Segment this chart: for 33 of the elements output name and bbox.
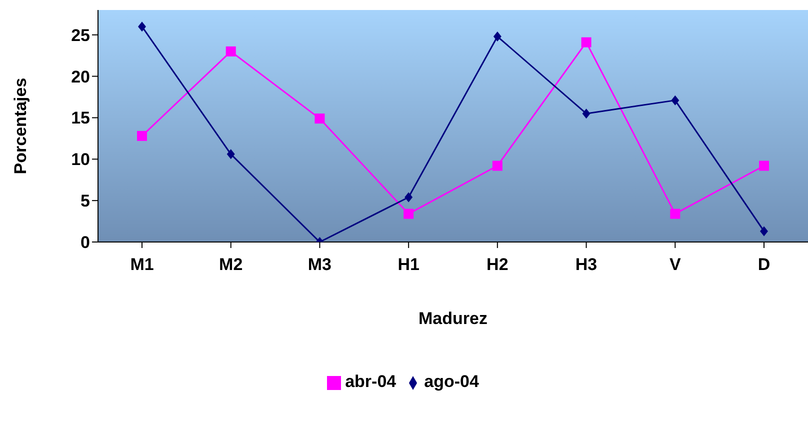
point [582, 108, 590, 119]
point [670, 208, 680, 219]
x-tick-label: H1 [398, 255, 420, 274]
point [760, 226, 768, 236]
x-axis-title: Madurez [418, 309, 488, 328]
x-tick-label: H3 [575, 255, 598, 274]
x-tick-label: D [758, 255, 770, 274]
y-axis-title: Porcentajes [11, 78, 30, 174]
y-tick-label: 20 [71, 67, 90, 86]
point [226, 46, 236, 56]
point [404, 192, 413, 202]
x-tick-label: M1 [130, 255, 154, 274]
legend-label: abr-04 [345, 372, 396, 391]
x-tick-label: M2 [219, 255, 243, 274]
point [404, 208, 414, 219]
point [314, 114, 325, 124]
point [226, 149, 235, 160]
legend-label: ago-04 [424, 372, 479, 391]
y-tick-label: 0 [80, 233, 90, 252]
x-tick-label: H2 [486, 255, 508, 274]
y-tick-label: 25 [71, 26, 90, 45]
point [137, 130, 147, 141]
x-tick-label: V [669, 255, 682, 274]
point [492, 160, 502, 171]
point [671, 95, 680, 106]
point [493, 32, 502, 42]
x-tick-label: M3 [308, 255, 332, 274]
y-tick-label: 5 [80, 192, 90, 211]
y-tick-label: 15 [71, 108, 90, 128]
y-tick-label: 10 [71, 150, 90, 170]
point [581, 37, 592, 48]
point [759, 160, 769, 171]
point [138, 22, 146, 32]
